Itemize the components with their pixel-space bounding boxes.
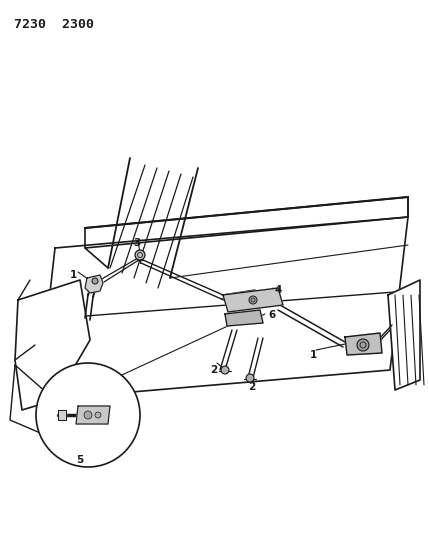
Circle shape bbox=[249, 296, 257, 304]
Circle shape bbox=[84, 411, 92, 419]
Polygon shape bbox=[225, 310, 263, 326]
Text: 2: 2 bbox=[248, 382, 255, 392]
Circle shape bbox=[92, 278, 98, 284]
Text: 4: 4 bbox=[275, 285, 282, 295]
Text: 1: 1 bbox=[310, 350, 317, 360]
Polygon shape bbox=[345, 333, 382, 355]
Polygon shape bbox=[85, 275, 103, 293]
Text: 2: 2 bbox=[210, 365, 217, 375]
Circle shape bbox=[95, 412, 101, 418]
Text: 7230  2300: 7230 2300 bbox=[14, 18, 94, 31]
Polygon shape bbox=[58, 410, 66, 420]
Polygon shape bbox=[388, 280, 420, 390]
Circle shape bbox=[246, 374, 254, 382]
Circle shape bbox=[36, 363, 140, 467]
Circle shape bbox=[357, 339, 369, 351]
Polygon shape bbox=[85, 197, 408, 248]
Polygon shape bbox=[223, 288, 283, 312]
Text: 3: 3 bbox=[133, 238, 140, 248]
Text: 5: 5 bbox=[76, 455, 83, 465]
Text: 6: 6 bbox=[268, 310, 275, 320]
Text: 1: 1 bbox=[70, 270, 77, 280]
Polygon shape bbox=[15, 280, 90, 410]
Circle shape bbox=[135, 250, 145, 260]
Circle shape bbox=[221, 366, 229, 374]
Polygon shape bbox=[38, 217, 408, 400]
Polygon shape bbox=[76, 406, 110, 424]
Polygon shape bbox=[10, 365, 55, 435]
